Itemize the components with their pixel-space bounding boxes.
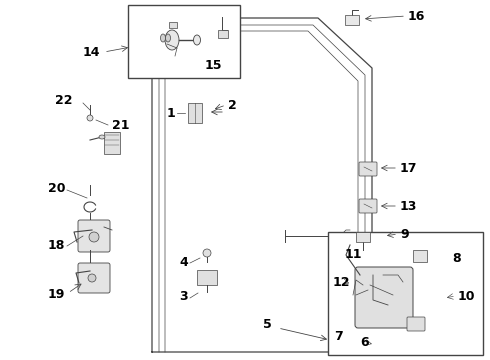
- Text: 9: 9: [400, 228, 409, 240]
- FancyBboxPatch shape: [78, 220, 110, 252]
- Bar: [169, 22, 177, 28]
- Ellipse shape: [165, 30, 179, 50]
- Text: 13: 13: [400, 199, 417, 212]
- Text: 5: 5: [263, 319, 272, 332]
- FancyBboxPatch shape: [359, 199, 377, 213]
- Text: 15: 15: [204, 59, 222, 72]
- Text: 14: 14: [82, 45, 100, 59]
- FancyBboxPatch shape: [355, 267, 413, 328]
- Bar: [328, 232, 483, 355]
- Text: 2: 2: [228, 99, 237, 112]
- Bar: [104, 132, 120, 154]
- Ellipse shape: [166, 34, 171, 42]
- Text: 4: 4: [179, 256, 188, 269]
- Text: 8: 8: [452, 252, 461, 265]
- Text: 16: 16: [408, 9, 425, 23]
- Text: 11: 11: [345, 248, 363, 261]
- Bar: [345, 15, 359, 25]
- Circle shape: [87, 115, 93, 121]
- Bar: [188, 103, 202, 123]
- Bar: [128, 5, 240, 78]
- Text: 21: 21: [112, 118, 129, 131]
- Text: 1: 1: [166, 107, 175, 120]
- FancyBboxPatch shape: [78, 263, 110, 293]
- Text: 7: 7: [334, 330, 343, 343]
- Text: 3: 3: [179, 291, 188, 303]
- Text: 12: 12: [333, 275, 350, 288]
- Ellipse shape: [99, 135, 105, 139]
- Circle shape: [203, 249, 211, 257]
- FancyBboxPatch shape: [359, 162, 377, 176]
- Text: 18: 18: [48, 239, 65, 252]
- Text: 22: 22: [54, 94, 72, 107]
- Text: 20: 20: [48, 181, 65, 194]
- Ellipse shape: [194, 35, 200, 45]
- Circle shape: [88, 274, 96, 282]
- FancyBboxPatch shape: [407, 317, 425, 331]
- Text: 6: 6: [360, 337, 368, 350]
- Text: 17: 17: [400, 162, 417, 175]
- Bar: [413, 250, 427, 262]
- Circle shape: [89, 232, 99, 242]
- Bar: [218, 30, 228, 38]
- Ellipse shape: [161, 34, 166, 42]
- Bar: [197, 270, 217, 285]
- Text: 19: 19: [48, 288, 65, 302]
- Text: 10: 10: [458, 289, 475, 302]
- Bar: [356, 232, 370, 242]
